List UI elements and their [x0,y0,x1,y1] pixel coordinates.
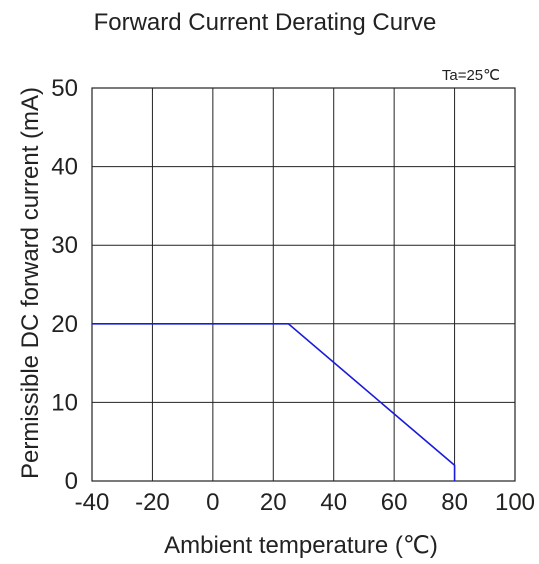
y-tick-label: 10 [51,389,78,416]
chart-title: Forward Current Derating Curve [94,9,437,36]
y-tick-label: 40 [51,154,78,181]
y-tick-label: 30 [51,232,78,259]
axes [91,87,516,482]
derating-curve-line [92,322,456,481]
x-tick-label: -40 [75,489,110,516]
x-tick-label: 80 [441,489,468,516]
data-series [92,322,456,481]
y-tick-label: 50 [51,75,78,102]
tick-labels: -40 -20 0 20 40 60 80 100 0 10 20 30 40 50 [51,75,535,516]
y-axis-label: Permissible DC forward current (mA) [17,87,44,479]
x-tick-label: 20 [260,489,287,516]
y-tick-label: 0 [65,468,78,495]
x-tick-label: 40 [320,489,347,516]
x-tick-label: 0 [206,489,219,516]
x-tick-label: 100 [495,489,535,516]
x-tick-label: 60 [381,489,408,516]
x-axis-label: Ambient temperature (℃) [164,532,438,559]
x-tick-label: -20 [135,489,170,516]
temperature-annotation: Ta=25℃ [442,67,500,84]
plot-frame [91,87,516,482]
y-tick-label: 20 [51,311,78,338]
grid-lines [92,88,515,481]
